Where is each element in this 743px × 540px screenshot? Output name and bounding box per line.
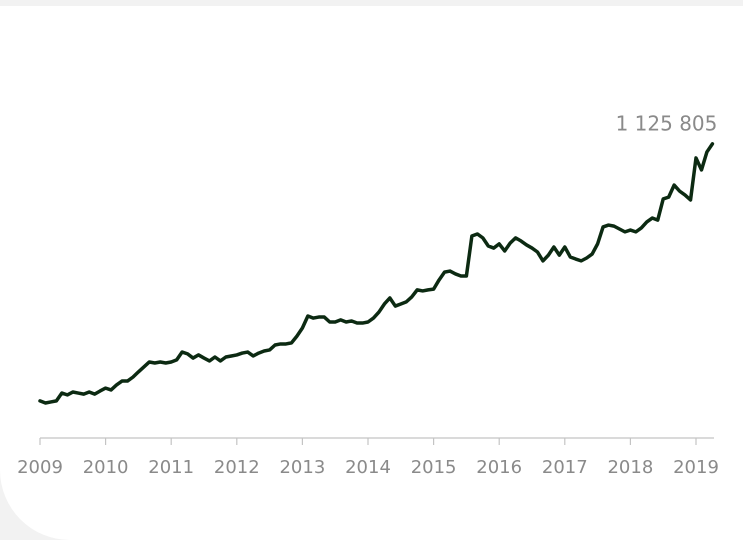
x-tick-label: 2018 — [607, 457, 653, 478]
x-tick-label: 2019 — [673, 457, 719, 478]
x-tick-label: 2011 — [148, 457, 194, 478]
x-tick-label: 2010 — [83, 457, 129, 478]
line — [38, 142, 715, 405]
x-tick-label: 2013 — [279, 457, 325, 478]
x-tick-label: 2017 — [542, 457, 588, 478]
x-tick-label: 2012 — [214, 457, 260, 478]
card — [0, 6, 743, 540]
x-tick-label: 2016 — [476, 457, 522, 478]
x-tick-label: 2014 — [345, 457, 391, 478]
x-tick-label: 2009 — [17, 457, 63, 478]
value-label: 1 125 805 — [616, 111, 718, 135]
x-tick-label: 2015 — [411, 457, 457, 478]
